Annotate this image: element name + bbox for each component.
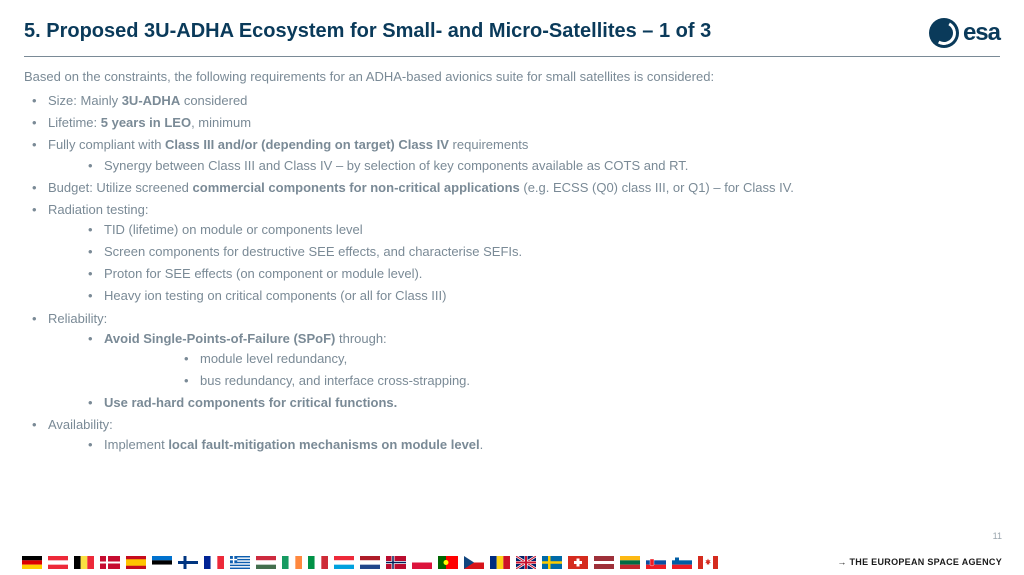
flag-lt — [620, 556, 640, 569]
bullet-reliability: Reliability: Avoid Single-Points-of-Fail… — [24, 309, 1000, 414]
bullet-size: Size: Mainly 3U-ADHA considered — [24, 91, 1000, 111]
flag-nl — [360, 556, 380, 569]
page-number: 11 — [993, 531, 1002, 541]
bullet-bus-redundancy: bus redundancy, and interface cross-stra… — [104, 371, 1000, 391]
flag-fi — [178, 556, 198, 569]
flag-gb — [516, 556, 536, 569]
flag-pt — [438, 556, 458, 569]
bullet-spof: Avoid Single-Points-of-Failure (SPoF) th… — [48, 329, 1000, 391]
bullet-heavyion: Heavy ion testing on critical components… — [48, 286, 1000, 306]
flag-es — [126, 556, 146, 569]
slide-body: Based on the constraints, the following … — [0, 57, 1024, 456]
esa-logo-icon — [929, 18, 959, 48]
bullet-tid: TID (lifetime) on module or components l… — [48, 220, 1000, 240]
flag-lv — [594, 556, 614, 569]
flag-lu — [334, 556, 354, 569]
flag-at — [48, 556, 68, 569]
intro-text: Based on the constraints, the following … — [24, 67, 1000, 87]
flag-be — [74, 556, 94, 569]
flag-no — [386, 556, 406, 569]
flag-ie — [282, 556, 302, 569]
flag-hu — [256, 556, 276, 569]
bullet-radhard: Use rad-hard components for critical fun… — [48, 393, 1000, 413]
flag-ee — [152, 556, 172, 569]
bullet-lifetime: Lifetime: 5 years in LEO, minimum — [24, 113, 1000, 133]
flag-gr — [230, 556, 250, 569]
bullet-screen: Screen components for destructive SEE ef… — [48, 242, 1000, 262]
flag-dk — [100, 556, 120, 569]
flag-se — [542, 556, 562, 569]
slide-title: 5. Proposed 3U-ADHA Ecosystem for Small-… — [24, 20, 711, 43]
flag-it — [308, 556, 328, 569]
flag-si — [672, 556, 692, 569]
bullet-radiation: Radiation testing: TID (lifetime) on mod… — [24, 200, 1000, 307]
flag-ch — [568, 556, 588, 569]
bullet-synergy: Synergy between Class III and Class IV –… — [48, 156, 1000, 176]
flag-ca — [698, 556, 718, 569]
bullet-budget: Budget: Utilize screened commercial comp… — [24, 178, 1000, 198]
bullet-availability: Availability: Implement local fault-miti… — [24, 415, 1000, 455]
esa-logo: esa — [929, 18, 1000, 48]
bullet-proton: Proton for SEE effects (on component or … — [48, 264, 1000, 284]
bullet-fault-mitigation: Implement local fault-mitigation mechani… — [48, 435, 1000, 455]
flag-cz — [464, 556, 484, 569]
flag-sk — [646, 556, 666, 569]
footer-tagline: → THE EUROPEAN SPACE AGENCY — [837, 557, 1002, 567]
flag-de — [22, 556, 42, 569]
bullet-module-redundancy: module level redundancy, — [104, 349, 1000, 369]
flag-pl — [412, 556, 432, 569]
footer: → THE EUROPEAN SPACE AGENCY — [0, 549, 1024, 575]
flag-ro — [490, 556, 510, 569]
flag-row — [22, 556, 718, 569]
flag-fr — [204, 556, 224, 569]
esa-logo-text: esa — [963, 19, 1000, 47]
bullet-compliance: Fully compliant with Class III and/or (d… — [24, 135, 1000, 175]
